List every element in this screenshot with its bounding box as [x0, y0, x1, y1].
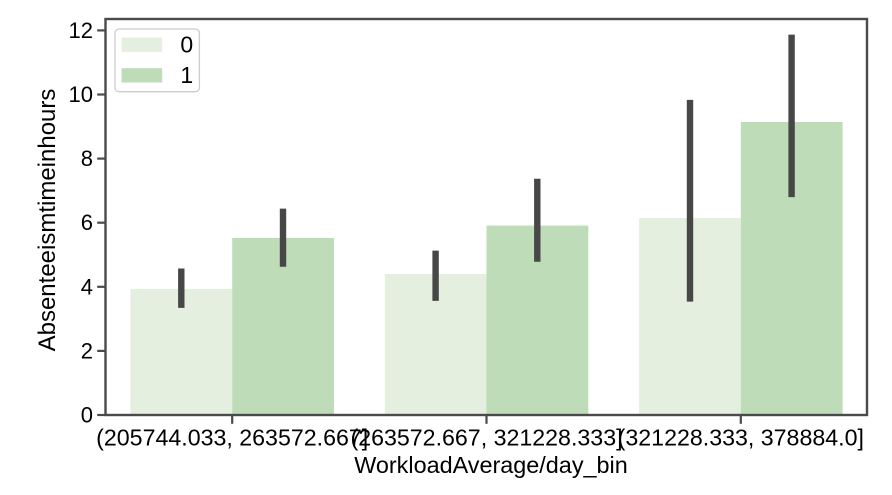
svg-text:(321228.333, 378884.0]: (321228.333, 378884.0]	[618, 425, 864, 451]
svg-text:0: 0	[180, 32, 193, 58]
svg-text:(263572.667, 321228.333]: (263572.667, 321228.333]	[350, 425, 622, 451]
svg-text:12: 12	[69, 18, 93, 43]
svg-text:8: 8	[81, 146, 93, 171]
svg-text:(205744.033, 263572.667]: (205744.033, 263572.667]	[96, 425, 368, 451]
svg-text:0: 0	[81, 403, 93, 428]
svg-text:4: 4	[81, 274, 93, 299]
svg-text:2: 2	[81, 338, 93, 363]
svg-text:6: 6	[81, 210, 93, 235]
svg-text:1: 1	[180, 62, 193, 88]
svg-text:Absenteeismtimeinhours: Absenteeismtimeinhours	[34, 89, 61, 352]
svg-text:10: 10	[69, 82, 93, 107]
svg-text:WorkloadAverage/day_bin: WorkloadAverage/day_bin	[354, 452, 628, 478]
